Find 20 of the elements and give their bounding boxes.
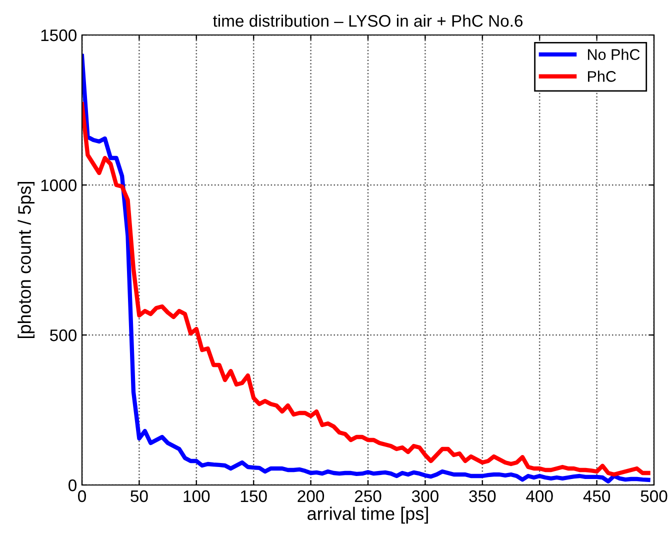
- y-tick-label: 1500: [41, 29, 76, 42]
- x-tick-label: 300: [412, 490, 438, 502]
- chart-title: time distribution – LYSO in air + PhC No.6: [213, 14, 523, 27]
- y-tick-label: 1000: [41, 179, 76, 192]
- x-tick-label: 100: [184, 490, 210, 502]
- legend-label: No PhC: [588, 48, 640, 60]
- x-tick-label: 50: [130, 490, 148, 502]
- x-tick-label: 200: [298, 490, 324, 502]
- x-tick-label: 350: [469, 490, 496, 502]
- y-axis-title: [photon count / 5ps]: [18, 182, 35, 338]
- y-tick-label: 0: [68, 479, 76, 492]
- x-tick-label: 0: [78, 490, 86, 502]
- x-tick-label: 150: [240, 490, 267, 502]
- x-tick-label: 400: [526, 490, 553, 502]
- legend-label: PhC: [588, 70, 616, 82]
- x-tick-label: 450: [583, 490, 610, 502]
- x-axis-title: arrival time [ps]: [308, 506, 428, 524]
- x-tick-label: 500: [640, 490, 668, 502]
- x-tick-label: 250: [354, 490, 382, 502]
- y-tick-label: 500: [50, 329, 76, 342]
